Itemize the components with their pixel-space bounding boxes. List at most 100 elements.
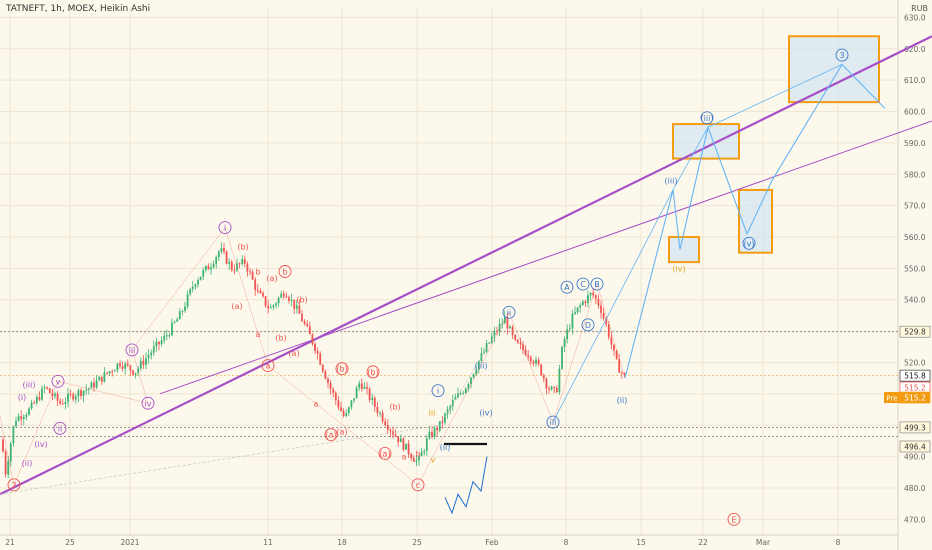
candle-body (12, 426, 15, 444)
candle-body (324, 371, 327, 379)
candle-body (498, 324, 501, 332)
candle-body (381, 412, 384, 422)
candle-body (576, 307, 579, 313)
candle-body (350, 400, 353, 408)
candle-body (74, 396, 77, 400)
wave-label-ring (546, 415, 560, 429)
candle-body (501, 323, 504, 325)
candle-body (77, 390, 80, 397)
currency-label: RUB (911, 4, 928, 13)
price-label-value: 515.8 (904, 372, 926, 381)
candle-body (410, 454, 413, 459)
wave-label: c (416, 481, 420, 490)
candle-body (197, 280, 199, 285)
candle-body (4, 451, 7, 475)
candle-body (327, 378, 329, 383)
candle-body (303, 321, 306, 324)
wave-label: (ii) (440, 443, 451, 452)
candle-body (207, 265, 210, 270)
candle-body (215, 256, 218, 265)
candle-body (584, 301, 587, 304)
candle-body (163, 335, 166, 341)
candle-body (233, 270, 236, 272)
candle-body (555, 387, 558, 393)
candle-body (412, 458, 415, 462)
candle-body (98, 376, 101, 381)
wave-label-ring (742, 236, 756, 250)
wave-label: iii (129, 346, 136, 355)
candle-body (202, 270, 205, 277)
candle-body (345, 413, 348, 417)
candle-body (423, 450, 426, 453)
candle-body (306, 323, 309, 327)
candle-body (145, 358, 147, 365)
candle-body (184, 306, 186, 311)
projection-path-alt (552, 64, 843, 423)
price-label: 515.2 Pre (884, 391, 931, 404)
candle-body (269, 307, 272, 309)
candle-body (293, 299, 296, 309)
wave-label: v (56, 377, 61, 386)
x-tick-label: 15 (636, 538, 646, 547)
candle-body (334, 392, 337, 401)
candle-body (22, 416, 25, 420)
trendline (159, 120, 932, 395)
y-tick-label: 570.0 (904, 202, 926, 211)
candle-body (342, 410, 345, 417)
y-tick-label: 470.0 (904, 515, 926, 524)
wave-label: (b) (367, 368, 378, 377)
candle-body (579, 304, 582, 308)
wave-label-ring (581, 318, 595, 332)
candle-body (173, 321, 176, 323)
y-tick-label: 620.0 (904, 45, 926, 54)
pre-tag-label: Pre (886, 395, 897, 403)
candle-body (592, 292, 595, 296)
candle-body (176, 319, 179, 322)
candle-body (571, 313, 574, 329)
candle-body (241, 259, 244, 264)
price-label-value: 515.2 (904, 394, 926, 403)
candle-body (256, 290, 259, 292)
candle-body (223, 248, 225, 252)
candle-body (124, 363, 127, 369)
wave-label: A (564, 283, 570, 292)
wave-label: B (594, 280, 600, 289)
wave-label: (iii) (23, 380, 36, 389)
candle-body (540, 364, 543, 376)
candle-body (30, 402, 33, 409)
candle-body (210, 267, 212, 270)
price-label: 499.3 (899, 421, 931, 434)
candle-body (85, 389, 88, 391)
candle-body (394, 434, 397, 437)
wave-label-ring (261, 359, 275, 373)
candle-body (490, 336, 493, 343)
candle-body (519, 342, 522, 345)
wave-label: (a) (288, 349, 299, 358)
wave-label: (v) (744, 239, 755, 248)
candle-body (420, 452, 423, 457)
candle-body (384, 421, 387, 426)
candle-body (542, 375, 545, 379)
wave-label: b (415, 449, 420, 458)
price-label: 515.2 (899, 381, 931, 394)
candle-body (355, 387, 358, 399)
wave-label: (a) (231, 302, 242, 311)
price-label-value: 499.3 (904, 423, 926, 432)
candle-body (251, 271, 254, 280)
target-box (672, 123, 740, 160)
candle-body (568, 328, 571, 330)
candle-body (475, 369, 478, 375)
candle-body (80, 390, 82, 396)
candle-body (20, 416, 23, 420)
y-tick-label: 630.0 (904, 13, 926, 22)
wave-label-ring (590, 277, 604, 291)
candle-body (485, 343, 488, 352)
candle-body (33, 402, 36, 404)
candle-body (545, 378, 548, 389)
candle-body (451, 399, 454, 406)
candle-body (308, 326, 311, 335)
wave-label: (b) (237, 242, 248, 251)
candle-body (72, 394, 75, 400)
